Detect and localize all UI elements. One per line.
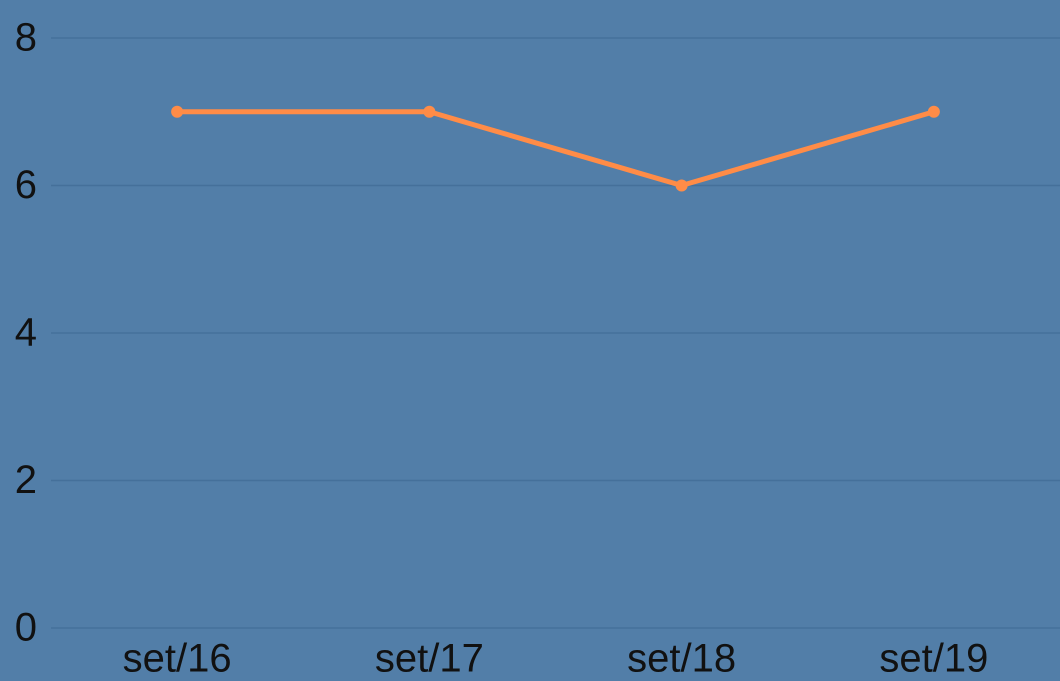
y-tick-label: 2: [15, 458, 37, 502]
point: [423, 105, 436, 118]
x-tick-label: set/16: [123, 637, 232, 681]
point: [927, 105, 940, 118]
point: [171, 105, 184, 118]
series-line: [177, 109, 935, 188]
point: [675, 179, 688, 192]
y-tick-label: 0: [15, 606, 37, 650]
x-tick-label: set/17: [375, 637, 484, 681]
x-tick-label: set/19: [879, 637, 988, 681]
y-tick-label: 6: [15, 163, 37, 207]
x-tick-label: set/18: [627, 637, 736, 681]
y-tick-label: 4: [15, 311, 37, 355]
y-tick-label: 8: [15, 16, 37, 60]
